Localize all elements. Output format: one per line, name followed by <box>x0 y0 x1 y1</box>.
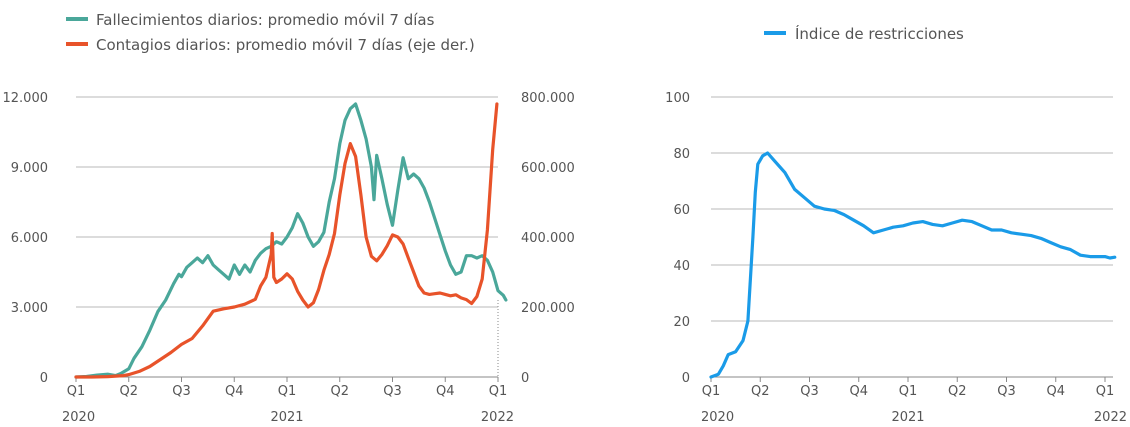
y-left-tick-label: 6.000 <box>11 231 48 246</box>
x-year-label: 2022 <box>481 410 514 425</box>
right-gridlines <box>711 96 1113 322</box>
x-year-label: 2020 <box>701 410 734 425</box>
left-x-axis: Q1 Q2 Q3 Q4 Q1 Q2 Q3 Q4 Q1 2020 2021 2022 <box>62 300 514 425</box>
right-chart-x-axis: Q1 Q2 Q3 Q4 Q1 Q2 Q3 Q4 Q1 2020 2021 2022 <box>701 376 1127 425</box>
y-left-tick-label: 0 <box>40 371 48 386</box>
y-right-tick-label: 800.000 <box>521 91 575 106</box>
legend-label-deaths: Fallecimientos diarios: promedio móvil 7… <box>96 11 435 29</box>
x-quarter-label: Q1 <box>899 384 918 399</box>
x-quarter-label: Q4 <box>849 384 868 399</box>
x-year-label: 2022 <box>1094 410 1127 425</box>
x-year-label: 2021 <box>891 410 924 425</box>
y-left-tick-label: 3.000 <box>11 301 48 316</box>
right-chart-series <box>709 151 1117 379</box>
right-y-axis-labels: 0 200.000 400.000 600.000 800.000 <box>521 91 575 386</box>
y-right-tick-label: 0 <box>521 371 529 386</box>
x-quarter-label: Q1 <box>489 384 508 399</box>
left-legend: Fallecimientos diarios: promedio móvil 7… <box>66 11 475 54</box>
left-chart: Fallecimientos diarios: promedio móvil 7… <box>3 11 575 425</box>
legend-label-cases: Contagios diarios: promedio móvil 7 días… <box>96 36 475 54</box>
x-quarter-label: Q4 <box>225 384 244 399</box>
cases-series-line <box>74 102 499 379</box>
x-quarter-label: Q2 <box>119 384 138 399</box>
x-quarter-label: Q2 <box>330 384 349 399</box>
legend-label-restrictions: Índice de restricciones <box>795 24 964 43</box>
restrictions-series-line <box>709 151 1117 379</box>
y-right-tick-label: 400.000 <box>521 231 575 246</box>
y-tick-label: 60 <box>673 203 690 218</box>
y-right-tick-label: 200.000 <box>521 301 575 316</box>
x-quarter-label: Q1 <box>278 384 297 399</box>
x-year-label: 2020 <box>62 410 95 425</box>
x-quarter-label: Q1 <box>1096 384 1115 399</box>
x-quarter-label: Q1 <box>702 384 721 399</box>
x-quarter-label: Q3 <box>383 384 402 399</box>
y-left-tick-label: 12.000 <box>3 91 49 106</box>
y-tick-label: 40 <box>673 259 690 274</box>
y-right-tick-label: 600.000 <box>521 161 575 176</box>
x-quarter-label: Q3 <box>172 384 191 399</box>
y-left-tick-label: 9.000 <box>11 161 48 176</box>
x-quarter-label: Q3 <box>997 384 1016 399</box>
y-tick-label: 0 <box>682 371 690 386</box>
y-tick-label: 20 <box>673 315 690 330</box>
y-tick-label: 100 <box>665 91 690 106</box>
x-quarter-label: Q2 <box>948 384 967 399</box>
left-series <box>74 102 508 379</box>
left-y-axis-labels: 0 3.000 6.000 9.000 12.000 <box>3 91 49 386</box>
x-quarter-label: Q3 <box>800 384 819 399</box>
x-quarter-label: Q1 <box>67 384 86 399</box>
x-quarter-label: Q4 <box>436 384 455 399</box>
y-tick-label: 80 <box>673 147 690 162</box>
right-legend: Índice de restricciones <box>764 24 964 43</box>
x-quarter-label: Q4 <box>1046 384 1065 399</box>
deaths-series-line <box>74 102 508 379</box>
right-chart-y-axis-labels: 0 20 40 60 80 100 <box>665 91 690 386</box>
x-quarter-label: Q2 <box>751 384 770 399</box>
x-year-label: 2021 <box>270 410 303 425</box>
